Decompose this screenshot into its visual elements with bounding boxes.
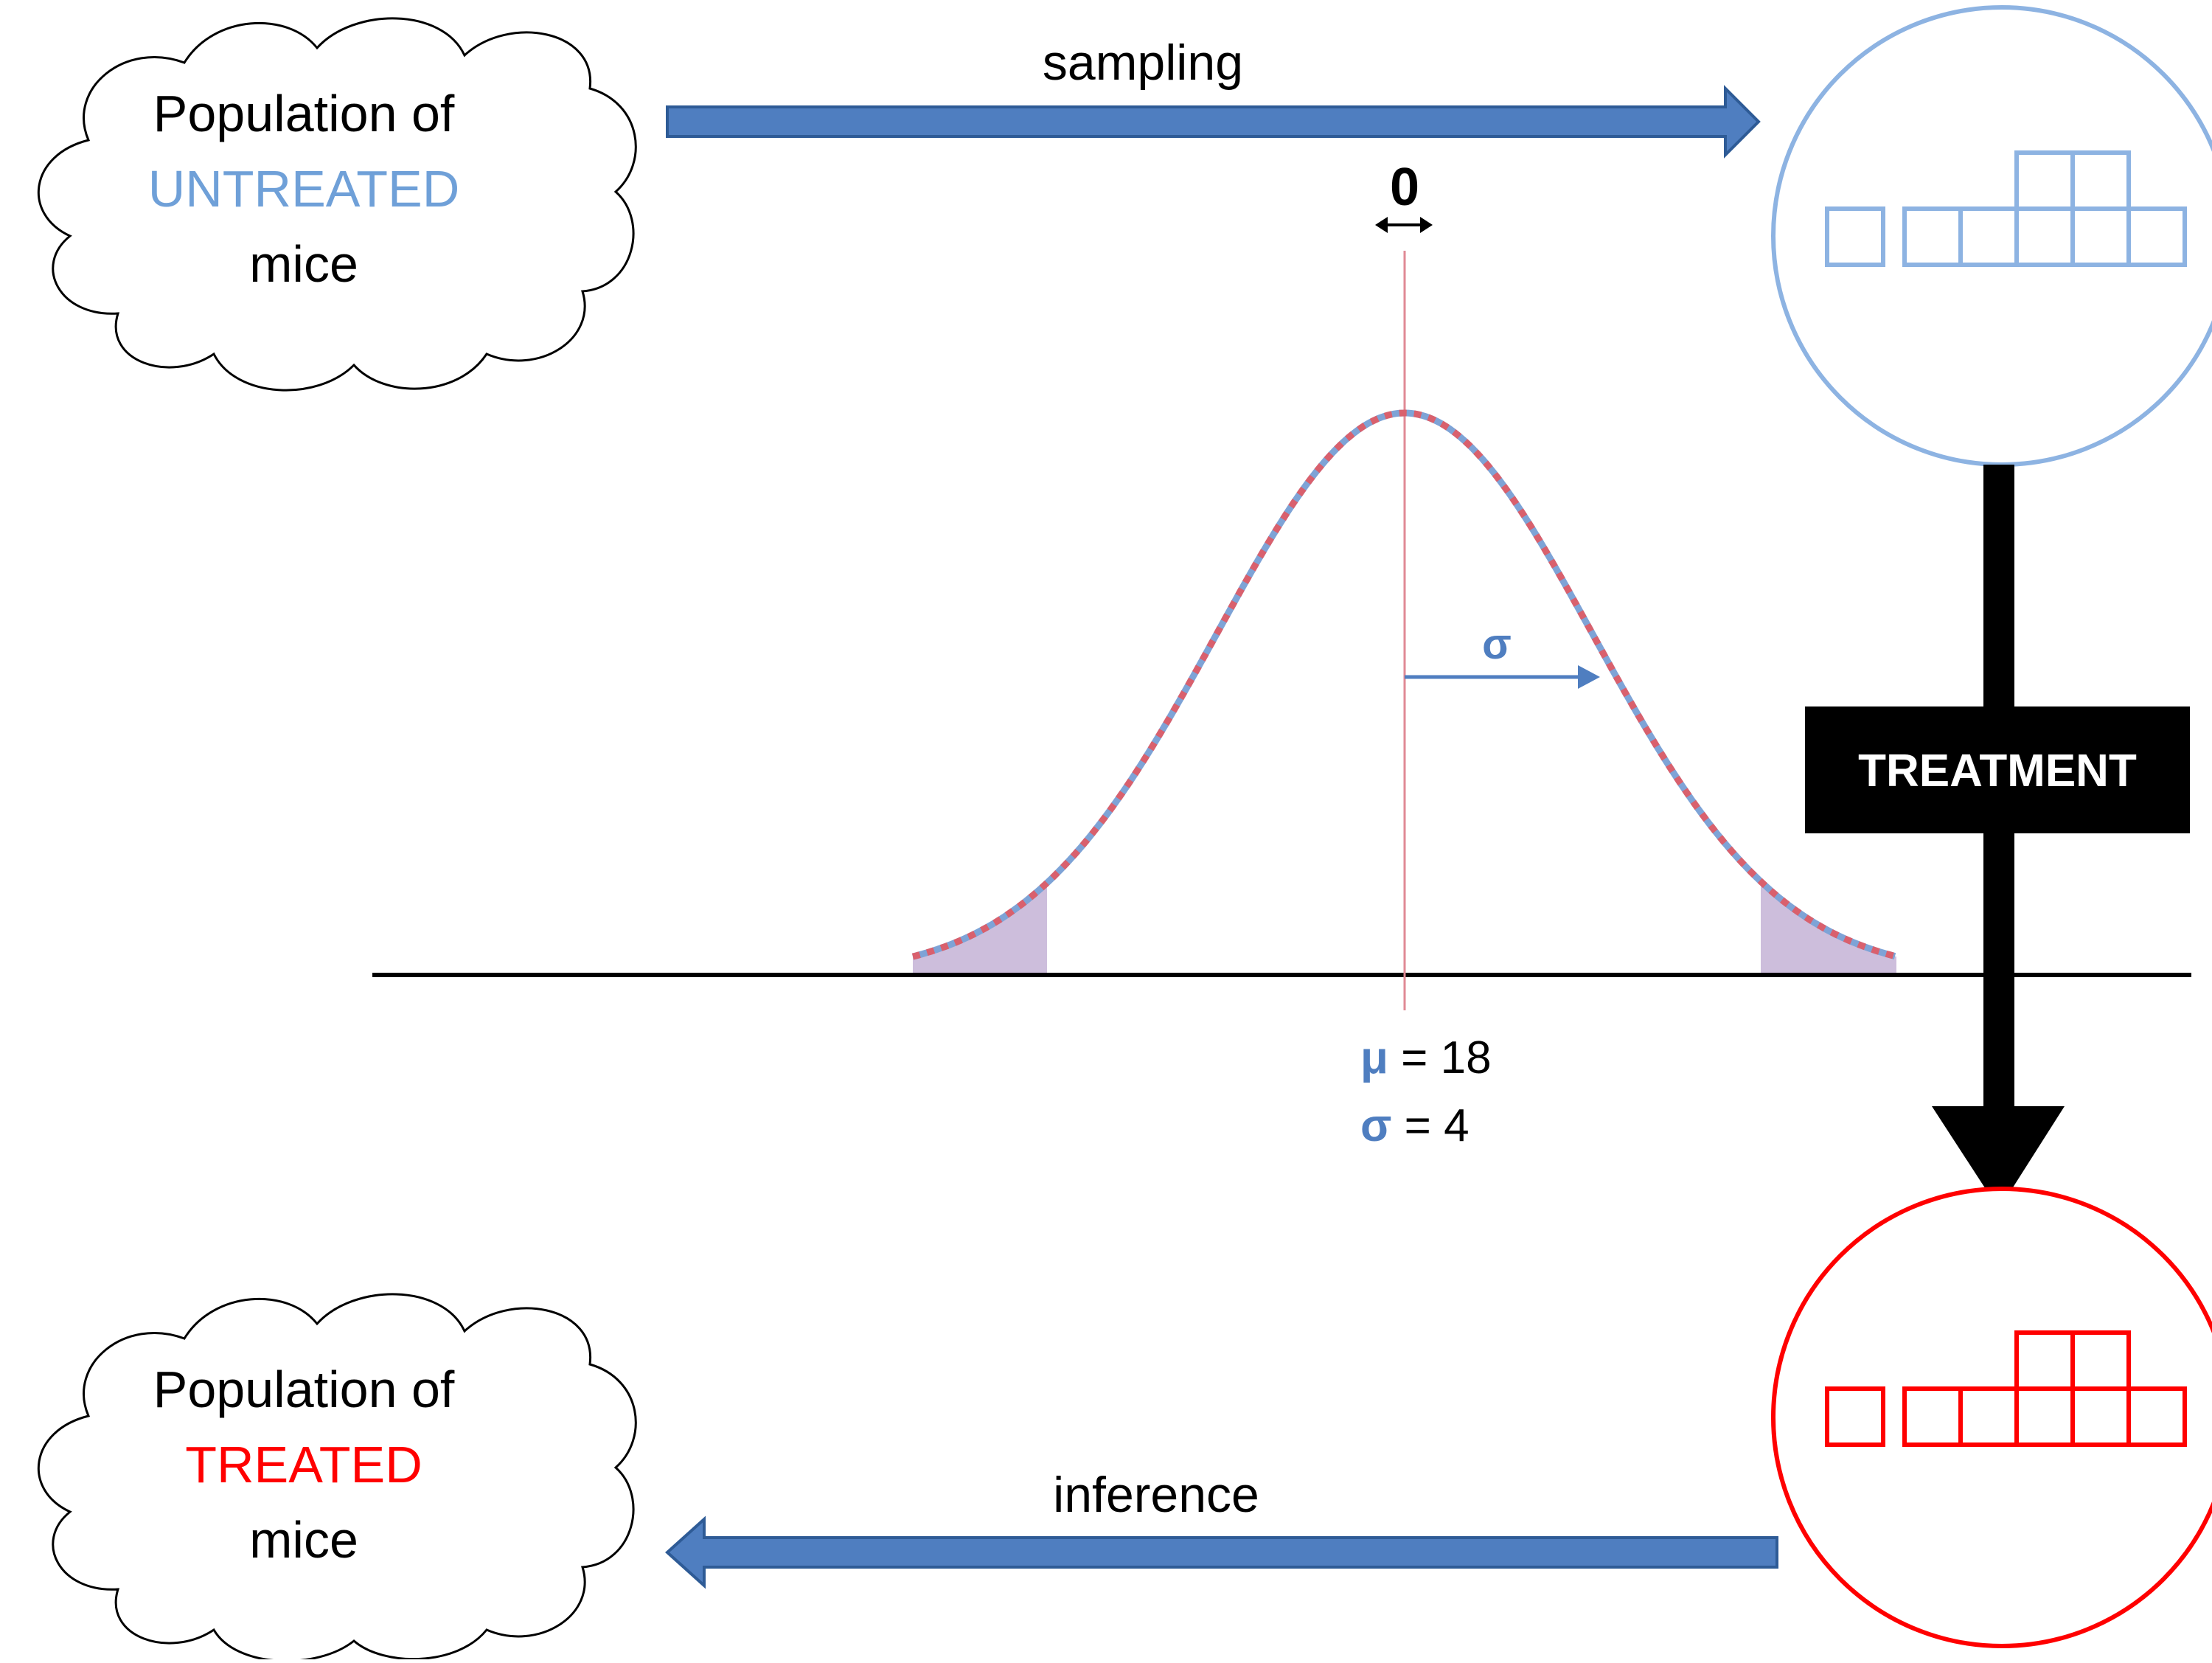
shift-arrow-right-head [1420, 217, 1433, 233]
untreated-sample-blocks [1825, 150, 2187, 267]
untreated-cloud-line1: Population of [153, 85, 455, 142]
treated-sample-blocks [1825, 1330, 2187, 1447]
shift-value: 0 [1390, 158, 1419, 217]
untreated-population-cloud: Population of UNTREATED mice [37, 17, 637, 392]
treated-population-cloud: Population of TREATED mice [37, 1293, 637, 1662]
untreated-cloud-line3: mice [249, 235, 358, 293]
treatment-arrow: TREATMENT [1805, 465, 2190, 1209]
shift-arrow-left-head [1375, 217, 1388, 233]
inference-arrow: inference [665, 1467, 1778, 1589]
treatment-box [1805, 706, 2190, 833]
right-tail-area [1761, 881, 1896, 975]
treated-cloud-line1: Population of [153, 1361, 455, 1418]
treated-block [2126, 1386, 2187, 1447]
untreated-cloud-line2: UNTREATED [148, 160, 460, 218]
inference-label: inference [1053, 1467, 1259, 1523]
cloud-shape-bottom [37, 1293, 637, 1662]
mu-symbol: μ [1360, 1032, 1388, 1083]
normal-distribution: σ 0 μ = 18 σ = 4 [372, 158, 2191, 1151]
sigma-parameter: σ = 4 [1360, 1100, 1470, 1151]
left-tail-area [913, 883, 1047, 975]
sampling-arrow: sampling [666, 35, 1761, 159]
untreated-circle-outline [1771, 5, 2212, 467]
untreated-block [2126, 206, 2187, 267]
sigma-value: = 4 [1391, 1100, 1469, 1151]
untreated-sample-circle [1771, 5, 2212, 467]
mu-value: = 18 [1388, 1032, 1492, 1083]
sampling-arrow-shape [666, 85, 1761, 159]
treated-block [2070, 1330, 2131, 1391]
density-curve-dash [911, 409, 1896, 960]
cloud-shape-top [37, 17, 637, 392]
sigma-arrow: σ [1405, 620, 1600, 689]
treatment-arrow-head [1932, 1106, 2065, 1209]
treated-block [1825, 1386, 1885, 1447]
untreated-block [2070, 150, 2131, 211]
mu-parameter: μ = 18 [1360, 1032, 1492, 1083]
treated-sample-circle [1771, 1187, 2212, 1648]
sampling-label: sampling [1043, 35, 1243, 91]
inference-arrow-shape [665, 1516, 1778, 1589]
sigma-arrow-head [1578, 665, 1600, 689]
sigma-arrow-label: σ [1482, 620, 1512, 668]
sigma-symbol: σ [1360, 1100, 1391, 1151]
untreated-block [1825, 206, 1885, 267]
treated-cloud-line2: TREATED [185, 1436, 422, 1493]
treated-cloud-line3: mice [249, 1511, 358, 1569]
shift-indicator: 0 [1375, 158, 1433, 233]
treatment-label: TREATMENT [1858, 746, 2137, 796]
treated-circle-outline [1771, 1187, 2212, 1648]
